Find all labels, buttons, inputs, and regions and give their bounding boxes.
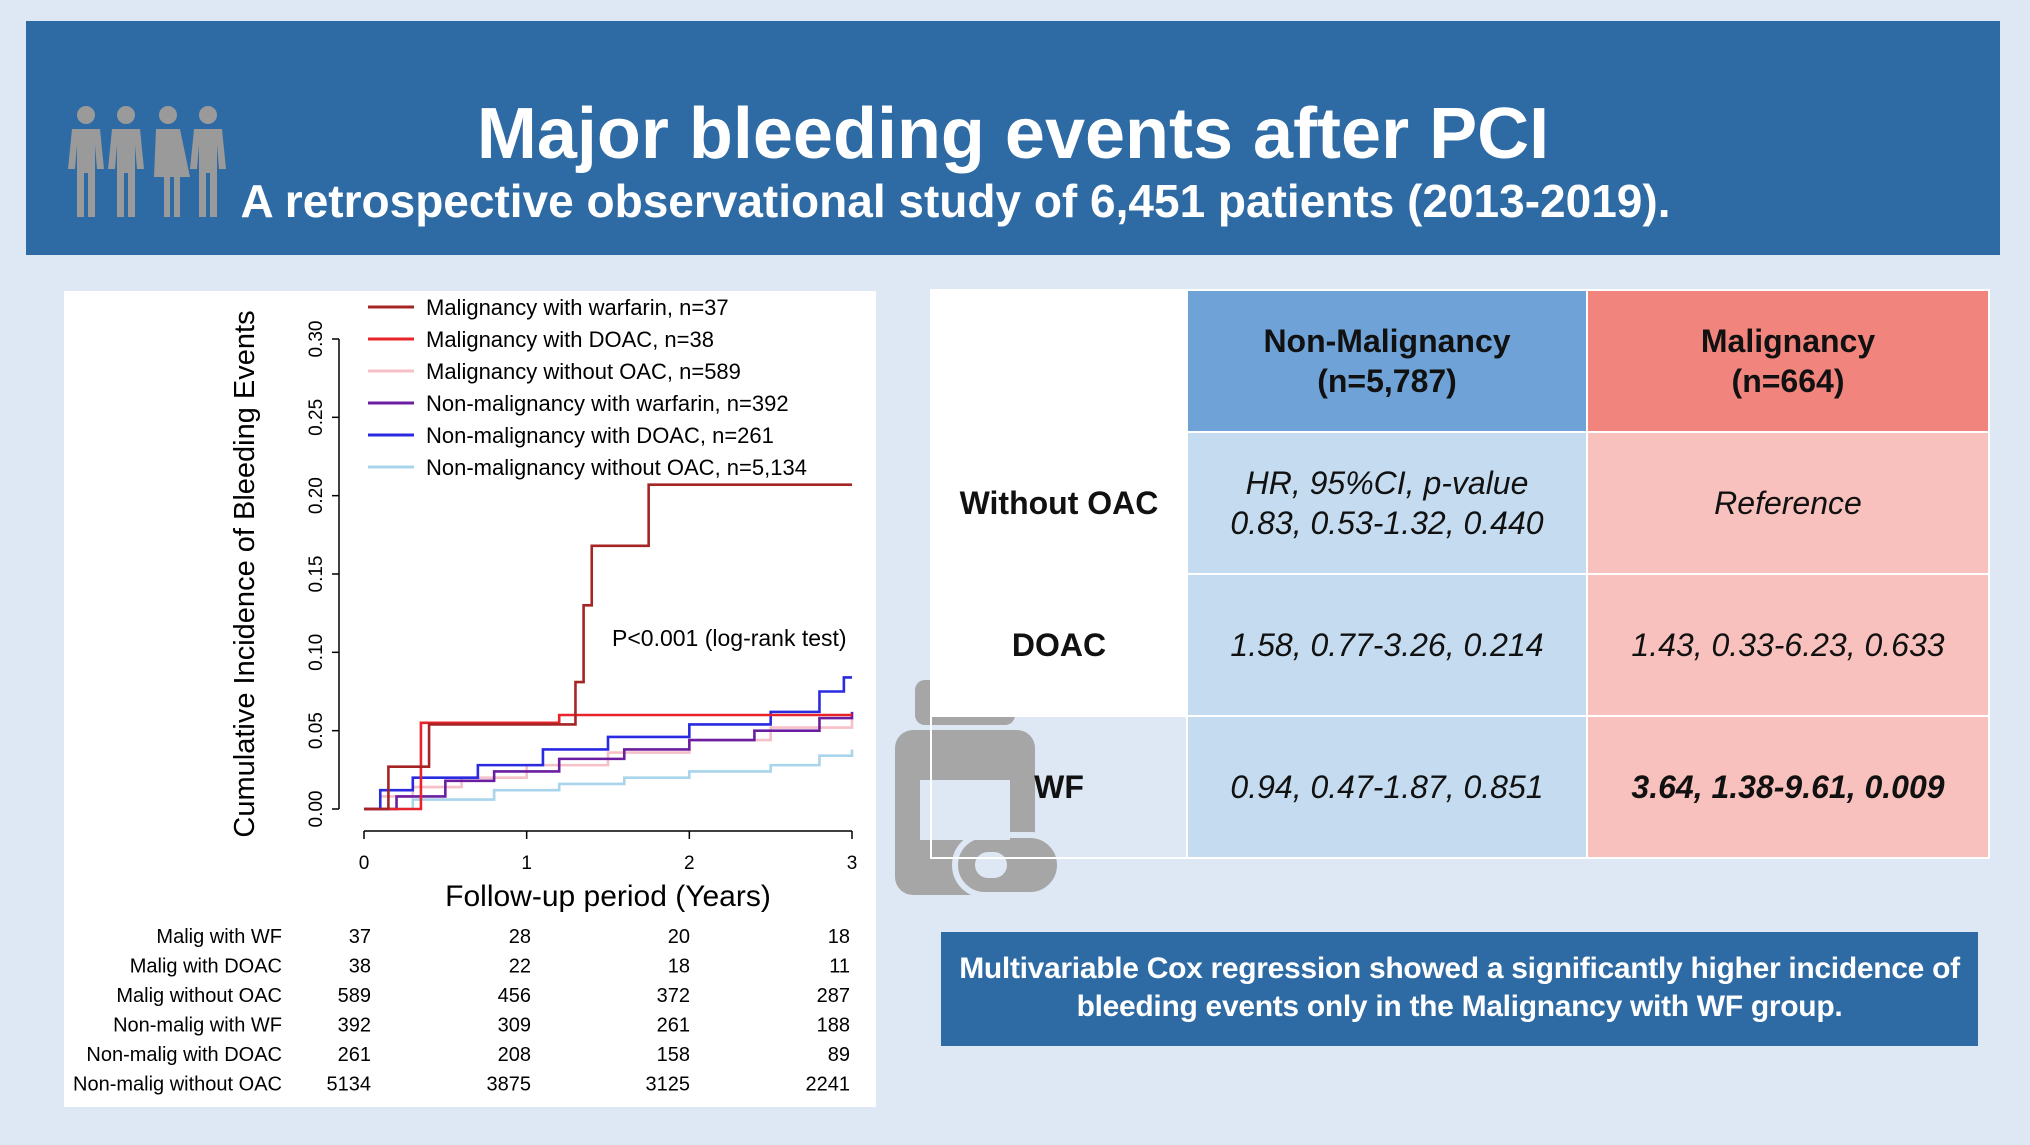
risk-value: 456 xyxy=(498,985,531,1007)
risk-value: 3125 xyxy=(646,1074,691,1096)
y-tick-label: 0.00 xyxy=(306,791,327,828)
x-tick-label: 1 xyxy=(521,853,532,874)
risk-row-label-6: Non-malig without OAC xyxy=(73,1074,282,1096)
cell-malignancy-doac: 1.43, 0.33-6.23, 0.633 xyxy=(1586,573,1990,717)
x-tick-label: 3 xyxy=(847,853,858,874)
conclusion-line-1: Multivariable Cox regression showed a si… xyxy=(959,952,1960,985)
y-tick-label: 0.15 xyxy=(306,556,327,593)
y-tick-label: 0.30 xyxy=(306,321,327,358)
risk-value: 392 xyxy=(338,1015,371,1037)
row-label-without-oac: Without OAC xyxy=(930,431,1188,575)
page-subtitle: A retrospective observational study of 6… xyxy=(240,175,1671,227)
risk-value: 89 xyxy=(828,1044,850,1066)
risk-value: 22 xyxy=(509,956,531,978)
table-corner-cell xyxy=(930,289,1188,433)
risk-value: 372 xyxy=(657,985,690,1007)
row-label-wf: WF xyxy=(930,715,1188,859)
series-line-1 xyxy=(364,483,852,811)
risk-value: 28 xyxy=(509,926,531,948)
risk-value: 188 xyxy=(817,1015,850,1037)
conclusion-line-2: bleeding events only in the Malignancy w… xyxy=(1076,990,1843,1023)
x-axis-title: Follow-up period (Years) xyxy=(445,880,771,913)
risk-value: 18 xyxy=(668,956,690,978)
risk-row-label-5: Non-malig with DOAC xyxy=(86,1044,282,1066)
y-tick-label: 0.25 xyxy=(306,399,327,436)
series-line-2 xyxy=(364,713,852,811)
column-header-non-malignancy: Non-Malignancy (n=5,787) xyxy=(1186,289,1588,433)
legend-label-6: Non-malignancy without OAC, n=5,134 xyxy=(426,455,807,480)
risk-value: 589 xyxy=(338,985,371,1007)
legend-label-3: Malignancy without OAC, n=589 xyxy=(426,359,741,384)
cell-non-malignancy-wf: 0.94, 0.47-1.87, 0.851 xyxy=(1186,715,1588,859)
risk-row-label-1: Malig with WF xyxy=(156,926,282,948)
legend-label-5: Non-malignancy with DOAC, n=261 xyxy=(426,423,774,448)
series-line-6 xyxy=(364,749,854,811)
x-tick-label: 0 xyxy=(359,853,370,874)
people-icon xyxy=(68,106,226,217)
cell-non-malignancy-doac: 1.58, 0.77-3.26, 0.214 xyxy=(1186,573,1588,717)
y-tick-label: 0.05 xyxy=(306,712,327,749)
risk-row-label-3: Malig without OAC xyxy=(116,985,282,1007)
risk-row-label-2: Malig with DOAC xyxy=(130,956,282,978)
column-header-malignancy: Malignancy (n=664) xyxy=(1586,289,1990,433)
header-banner: Major bleeding events after PCI A retros… xyxy=(26,21,2000,255)
risk-value: 38 xyxy=(349,956,371,978)
kaplan-meier-chart-panel: 0.00 0.05 0.10 0.15 0.20 0.25 0.30 Cumulative I… xyxy=(64,291,876,1107)
conclusion-box: Multivariable Cox regression showed a si… xyxy=(941,932,1978,1046)
legend-label-1: Malignancy with warfarin, n=37 xyxy=(426,295,729,320)
risk-value: 5134 xyxy=(327,1074,372,1096)
cell-malignancy-without-oac: Reference xyxy=(1586,431,1990,575)
risk-value: 37 xyxy=(349,926,371,948)
risk-value: 20 xyxy=(668,926,690,948)
log-rank-annotation: P<0.001 (log-rank test) xyxy=(612,625,847,651)
risk-value: 3875 xyxy=(487,1074,532,1096)
risk-value: 158 xyxy=(657,1044,690,1066)
legend-label-2: Malignancy with DOAC, n=38 xyxy=(426,327,714,352)
y-tick-label: 0.10 xyxy=(306,634,327,671)
risk-value: 18 xyxy=(828,926,850,948)
cumulative-incidence-chart: 0.00 0.05 0.10 0.15 0.20 0.25 0.30 Cumulative I… xyxy=(73,295,858,1096)
x-tick-label: 2 xyxy=(684,853,695,874)
risk-value: 2241 xyxy=(806,1074,851,1096)
legend-label-4: Non-malignancy with warfarin, n=392 xyxy=(426,391,789,416)
risk-value: 261 xyxy=(338,1044,371,1066)
risk-row-label-4: Non-malig with WF xyxy=(113,1015,282,1037)
risk-value: 208 xyxy=(498,1044,531,1066)
row-label-doac: DOAC xyxy=(930,573,1188,717)
y-axis-title: Cumulative Incidence of Bleeding Events xyxy=(229,310,261,837)
risk-value: 261 xyxy=(657,1015,690,1037)
risk-value: 11 xyxy=(829,956,850,978)
risk-value: 287 xyxy=(817,985,850,1007)
series-line-5 xyxy=(364,676,852,811)
risk-value: 309 xyxy=(498,1015,531,1037)
hazard-ratio-table: Non-Malignancy (n=5,787) Malignancy (n=6… xyxy=(930,289,1990,859)
series-line-4 xyxy=(364,711,854,811)
cell-malignancy-wf-significant: 3.64, 1.38-9.61, 0.009 xyxy=(1586,715,1990,859)
page-title: Major bleeding events after PCI xyxy=(476,94,1550,174)
y-tick-label: 0.20 xyxy=(306,477,327,514)
cell-non-malignancy-without-oac: HR, 95%CI, p-value 0.83, 0.53-1.32, 0.44… xyxy=(1186,431,1588,575)
